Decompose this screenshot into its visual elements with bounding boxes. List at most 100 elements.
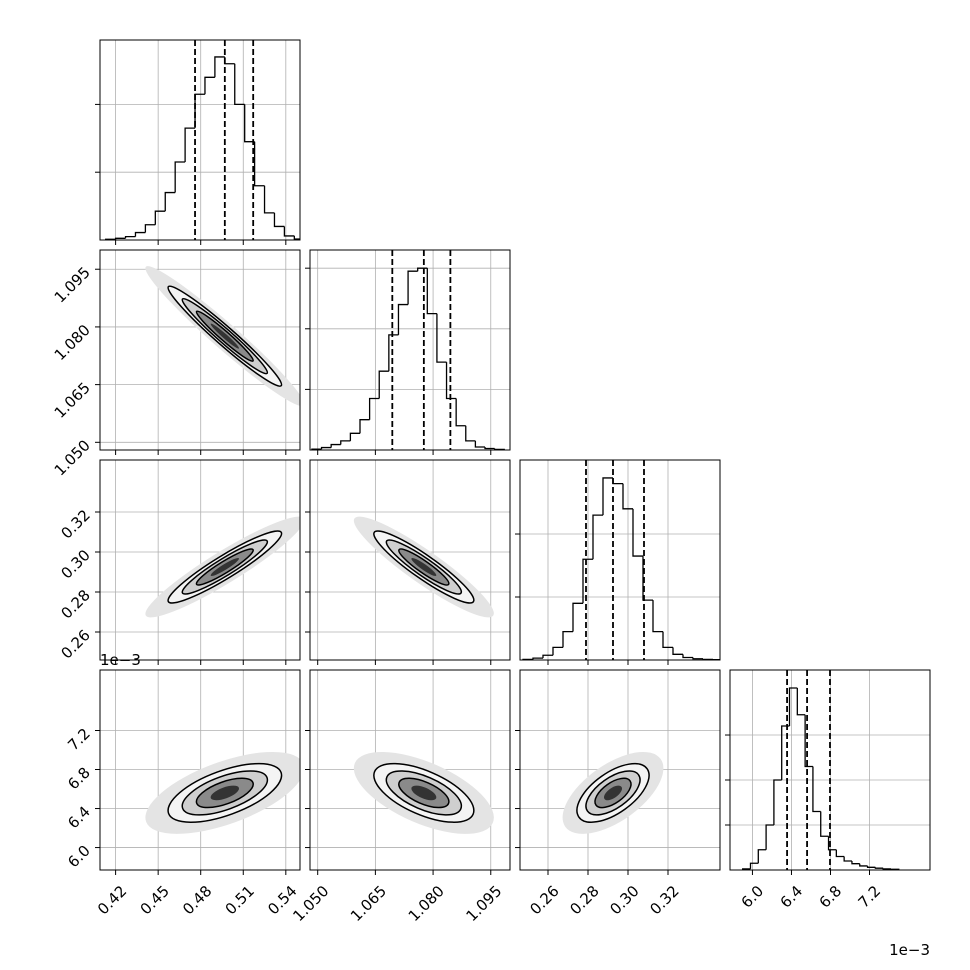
histogram-bin (652, 600, 663, 633)
y-tick-label: 1.080 (51, 321, 94, 364)
histogram-bin (417, 267, 428, 272)
histogram-bin (426, 268, 437, 315)
histogram-bin (283, 226, 295, 237)
x-tick-label: 6.8 (816, 882, 846, 912)
histogram-bin (562, 631, 573, 648)
histogram-bin (397, 303, 409, 335)
panel (310, 250, 510, 450)
panel-frame (99, 249, 301, 451)
histogram-bin (749, 862, 759, 869)
histogram-bin (359, 419, 370, 434)
x-tick-label: 0.42 (94, 882, 130, 918)
density-contour (210, 558, 240, 577)
histogram-bin (874, 867, 884, 869)
x-tick-label: 0.28 (566, 882, 602, 918)
panel (100, 460, 300, 660)
panel (100, 40, 300, 240)
x-tick-label: 0.30 (606, 882, 642, 918)
y-tick-label: 6.4 (64, 803, 94, 833)
histogram-bin (843, 856, 852, 862)
histogram-bin (455, 398, 466, 427)
histogram-bin (532, 657, 543, 660)
panel-frame (309, 249, 511, 451)
y-tick-label: 6.0 (64, 842, 94, 872)
y-offset-label: 1e−3 (100, 651, 141, 669)
panel-frame (309, 459, 511, 661)
histogram-bin (234, 63, 245, 106)
x-offset-label: 1e−3 (889, 941, 930, 959)
density-contour (603, 785, 622, 801)
histogram-bin (796, 687, 806, 716)
density-contour (411, 558, 437, 577)
histogram-bin (214, 56, 225, 78)
histogram-bin (124, 235, 136, 239)
x-tick-label: 1.050 (289, 882, 332, 925)
histogram-bin (851, 861, 860, 865)
histogram-bin (804, 714, 813, 768)
y-tick-label: 7.2 (64, 725, 94, 755)
histogram-bin (253, 141, 265, 187)
histogram-bin (194, 93, 205, 129)
histogram-bin (859, 863, 868, 867)
histogram-bin (602, 477, 613, 516)
histogram-bin (835, 849, 845, 858)
histogram-bin (757, 849, 767, 864)
histogram-bin (765, 824, 774, 850)
histogram-bin (340, 440, 351, 445)
x-tick-label: 0.48 (179, 882, 215, 918)
histogram-bin (378, 370, 389, 399)
panel-frame (99, 669, 301, 871)
histogram-bin (293, 235, 300, 240)
x-tick-label: 0.32 (646, 882, 682, 918)
histogram-bin (820, 811, 829, 837)
histogram-bin (368, 397, 380, 420)
panel (520, 670, 720, 870)
x-tick-label: 1.065 (347, 882, 390, 925)
histogram-bin (582, 558, 593, 604)
histogram-bin (632, 508, 643, 557)
y-tick-label: 1.050 (51, 436, 94, 479)
panel-frame (519, 669, 721, 871)
panel (310, 460, 510, 660)
x-tick-label: 1.095 (462, 882, 505, 925)
y-tick-label: 1.065 (51, 379, 94, 422)
x-tick-label: 6.0 (738, 882, 768, 912)
histogram-bin (622, 483, 633, 510)
histogram-bin (174, 161, 186, 193)
histogram-bin (144, 224, 156, 233)
histogram-bin (592, 514, 603, 560)
y-tick-label: 0.32 (57, 506, 93, 542)
histogram-bin (552, 646, 563, 656)
panel (730, 670, 930, 870)
histogram-bin (445, 362, 457, 400)
histogram-bin (702, 658, 713, 660)
y-tick-label: 0.28 (57, 586, 93, 622)
histogram-bin (114, 237, 126, 240)
histogram-bin (407, 270, 418, 305)
histogram-bin (827, 836, 837, 851)
histogram-bin (184, 127, 196, 163)
histogram-bin (388, 334, 399, 372)
x-tick-label: 1.080 (405, 882, 448, 925)
x-tick-label: 0.45 (137, 882, 173, 918)
histogram-bin (204, 76, 215, 95)
histogram-bin (812, 766, 821, 813)
histogram-bin (465, 425, 476, 442)
histogram-bin (672, 647, 683, 655)
histogram-bin (692, 657, 703, 660)
histogram-bin (244, 104, 255, 143)
panel-frame (519, 459, 721, 661)
y-tick-label: 6.8 (64, 764, 94, 794)
histogram-bin (224, 56, 235, 65)
histogram-bin (866, 865, 876, 868)
panel (100, 250, 300, 450)
histogram-bin (788, 687, 798, 727)
histogram-bin (612, 477, 623, 485)
histogram-bin (436, 313, 447, 363)
histogram-bin (164, 191, 176, 212)
x-tick-label: 0.51 (222, 882, 258, 918)
density-contour (210, 785, 240, 801)
histogram-bin (320, 446, 332, 450)
histogram-bin (642, 556, 653, 601)
